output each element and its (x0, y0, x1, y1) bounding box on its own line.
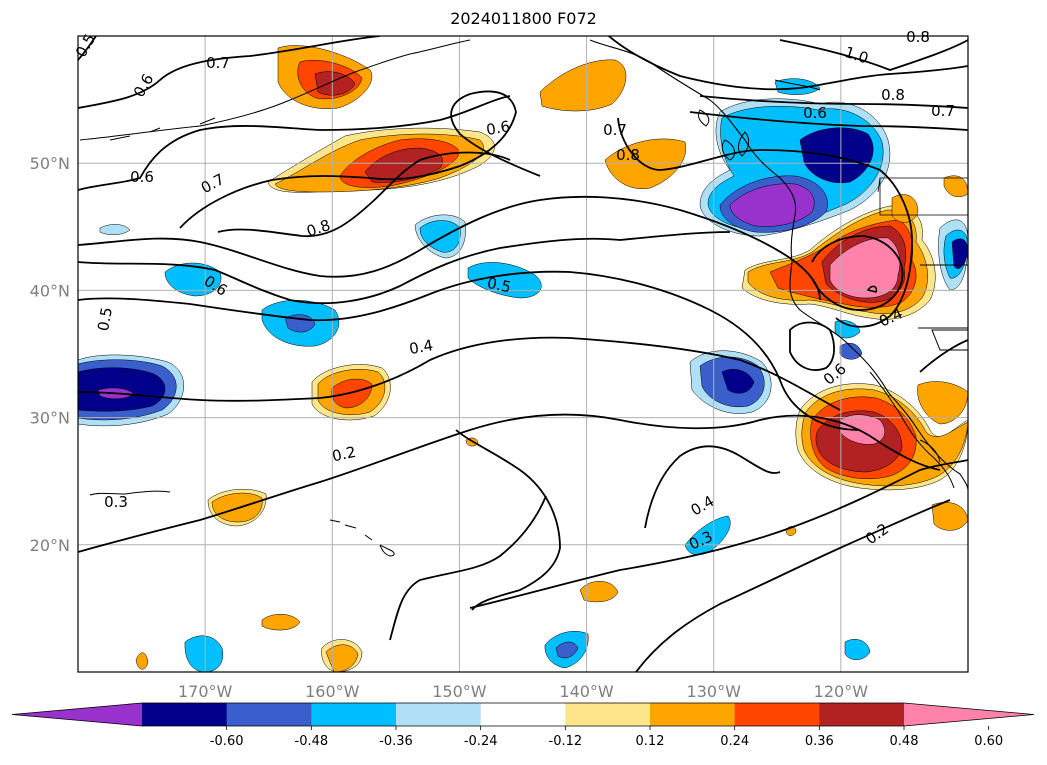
colorbar-segment (565, 703, 651, 726)
colorbar-segment (396, 703, 482, 726)
contour-label: 0.6 (803, 104, 827, 122)
contour-labels: 0.50.60.70.6 0.70.81.00.80.80.6 0.70.6 0.70… (72, 28, 955, 554)
contour-lines (78, 36, 968, 672)
colorbar-segment (734, 703, 820, 726)
lat-tick-label: 20°N (30, 536, 70, 555)
fill-negative-blue (164, 262, 222, 297)
colorbar-tick-label: 0.48 (890, 734, 919, 749)
fill-positive-orange (135, 652, 149, 670)
lon-tick-label: 140°W (559, 682, 614, 701)
fill-negative-navy (721, 369, 755, 394)
colorbar-tick-label: -0.12 (549, 734, 583, 749)
colorbar-segment (311, 703, 397, 726)
contour-label: 0.5 (94, 306, 116, 333)
map-title: 2024011800 F072 (450, 9, 597, 28)
colorbar-segment (480, 703, 566, 726)
colorbar-extend-min (12, 703, 142, 726)
contour-label: 0.6 (130, 168, 154, 186)
colorbar-tick-label: 0.24 (720, 734, 749, 749)
fill-positive-orange (261, 614, 301, 631)
fill-negative-purple (729, 183, 815, 227)
contour-label: 0.7 (603, 121, 627, 139)
contour-label: 0.7 (931, 102, 955, 120)
anomaly-fill-layer (78, 45, 968, 672)
fill-positive-orange (579, 581, 619, 603)
lon-tick-label: 160°W (305, 682, 360, 701)
coastlines (79, 39, 968, 557)
fill-negative-navy (799, 127, 874, 184)
lon-tick-label: 130°W (687, 682, 742, 701)
contour-label: 0.4 (408, 336, 435, 358)
lat-tick-label: 40°N (30, 281, 70, 300)
contour-label: 0.8 (906, 28, 930, 46)
colorbar-segment (142, 703, 228, 726)
lat-tick-label: 30°N (30, 409, 70, 428)
fill-positive-darkred (314, 71, 356, 96)
colorbar-outline (11, 702, 1035, 727)
colorbar-tick-label: -0.60 (210, 734, 244, 749)
fill-negative-blue (839, 343, 863, 360)
fill-positive-pink (829, 237, 901, 299)
lon-tick-label: 150°W (432, 682, 487, 701)
lat-tick-label: 50°N (30, 154, 70, 173)
contour-label: 0.8 (616, 146, 640, 164)
fill-positive-orange (325, 644, 359, 672)
fill-negative-blue (184, 635, 223, 672)
colorbar-extend-max (904, 703, 1034, 726)
colorbar-tick-label: 0.36 (805, 734, 834, 749)
latitude-ticks: 50°N 40°N 30°N 20°N (30, 154, 70, 555)
colorbar-tick-label: -0.24 (464, 734, 498, 749)
colorbar-tick-label: -0.48 (295, 734, 329, 749)
colorbar-segment (650, 703, 736, 726)
fill-positive-darkred (364, 147, 444, 183)
fill-negative-blue (555, 641, 579, 659)
fill-positive-pink (839, 414, 886, 445)
fill-negative-blue (844, 639, 871, 660)
lon-tick-label: 170°W (178, 682, 233, 701)
longitude-ticks: 170°W 160°W 150°W 140°W 130°W 120°W (178, 682, 868, 701)
colorbar-segment (226, 703, 312, 726)
contour-label: 0.5 (485, 274, 512, 297)
fill-positive-orange (891, 194, 919, 223)
colorbar-segment (819, 703, 905, 726)
fill-positive-red (331, 378, 373, 409)
fill-positive-orange (539, 59, 627, 112)
colorbar-tick-label: -0.36 (379, 734, 413, 749)
fill-negative-blue (834, 320, 861, 339)
contour-label: 0.3 (104, 493, 128, 511)
contour-label: 0.7 (206, 54, 230, 72)
contour-label: 0.8 (881, 86, 905, 104)
contour-label: 0.6 (485, 117, 512, 139)
colorbar-tick-label: 0.12 (636, 734, 665, 749)
fill-positive-orange (931, 502, 968, 531)
colorbar: -0.60 -0.48 -0.36 -0.24 -0.12 0.12 0.24 0.36 0.4… (11, 702, 1035, 749)
lon-tick-label: 120°W (814, 682, 869, 701)
contour-label: 0.2 (330, 443, 357, 466)
colorbar-tick-label: 0.60 (974, 734, 1003, 749)
fill-positive-orange (917, 381, 968, 425)
fill-negative-lightblue (99, 224, 131, 235)
map-frame (77, 35, 969, 673)
fill-positive-orange (943, 175, 968, 197)
